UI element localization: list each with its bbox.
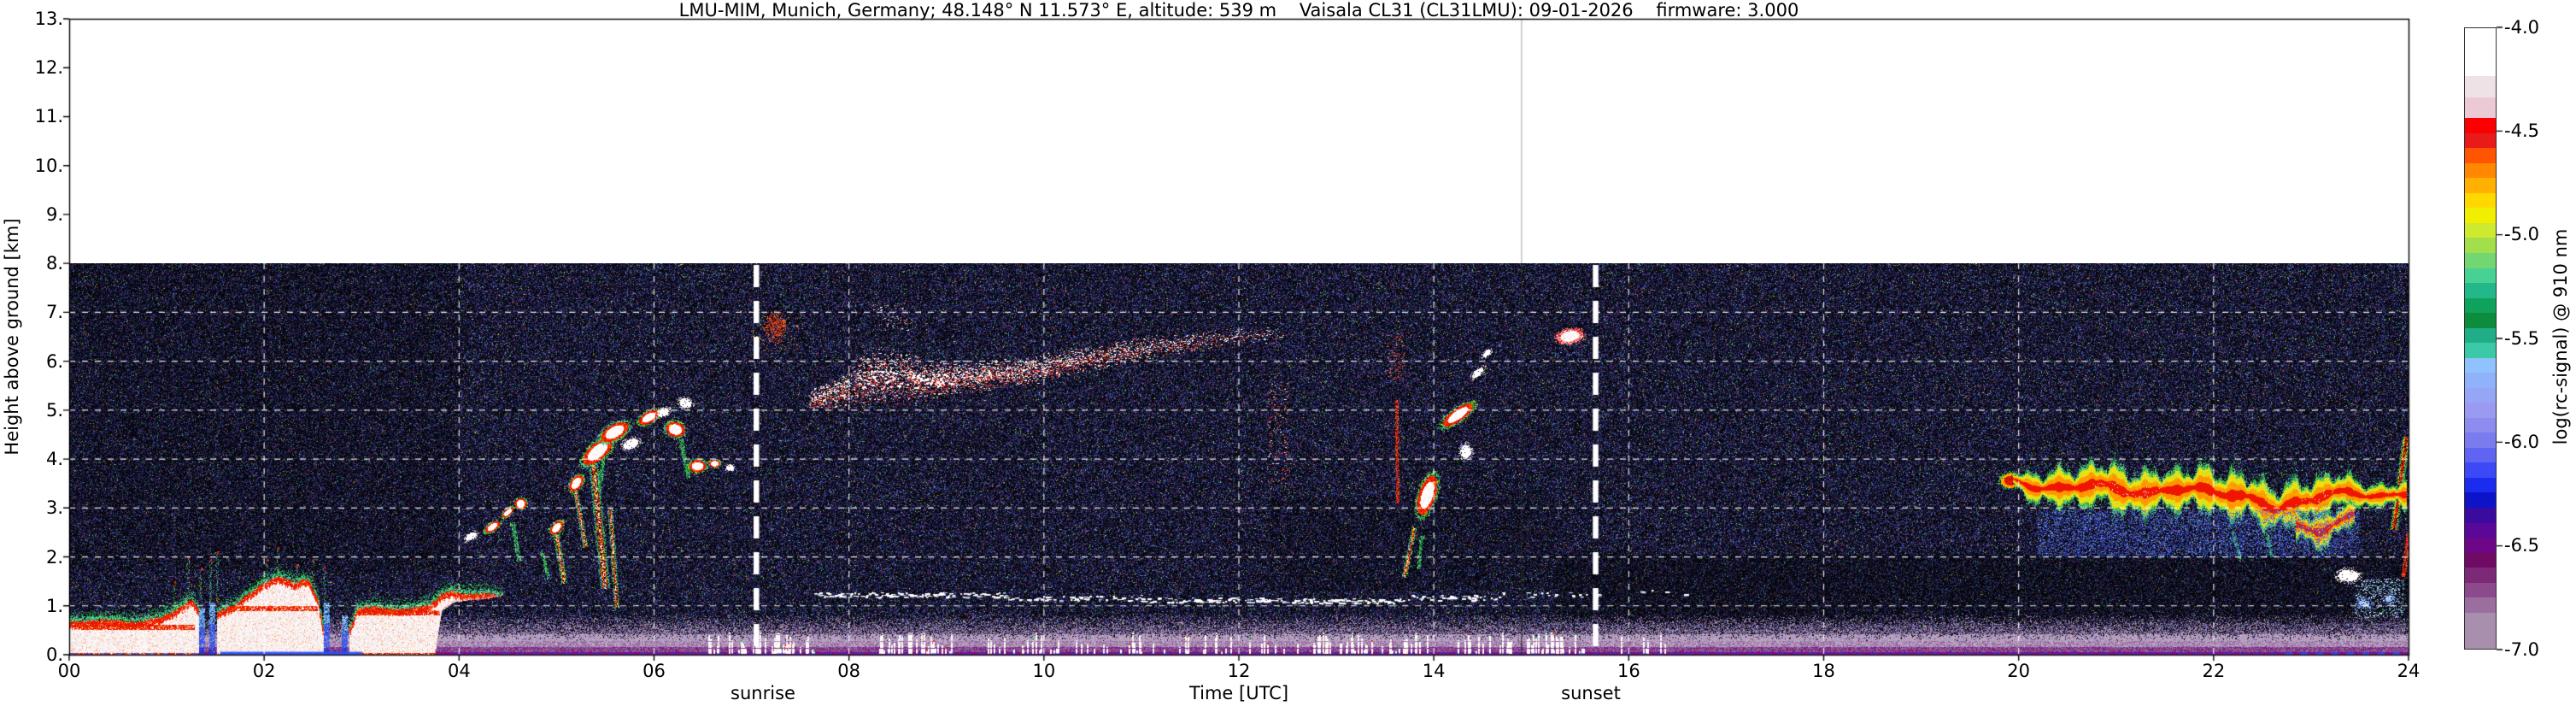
y-tick-label-12.: 12. [34,57,63,79]
x-tick-label-00: 00 [57,661,81,681]
x-tick-label-16: 16 [1617,661,1640,681]
colorbar-segment [2465,522,2496,538]
colorbar-segment [2465,373,2496,388]
colorbar-segment [2465,508,2496,523]
colorbar-segment [2465,432,2496,448]
colorbar-segment [2465,283,2496,298]
colorbar-segment [2465,538,2496,553]
colorbar-segment [2465,118,2496,133]
y-tick-label-5.: 5. [45,399,63,421]
sunrise-annotation: sunrise [731,683,795,703]
y-tick-label-1.: 1. [45,595,63,616]
colorbar-tick-label--7.0: -7.0 [2504,638,2539,660]
colorbar-segment [2465,403,2496,418]
colorbar-segment [2465,313,2496,328]
x-tick-label-10: 10 [1032,661,1056,681]
x-tick-label-24: 24 [2397,661,2421,681]
y-tick-label-2.: 2. [45,546,63,568]
colorbar-segment [2465,28,2496,77]
colorbar-tick-label--5.5: -5.5 [2504,327,2539,349]
x-tick-label-04: 04 [447,661,471,681]
colorbar-segment [2465,327,2496,344]
x-tick-label-12: 12 [1227,661,1251,681]
x-tick-label-02: 02 [252,661,276,681]
colorbar-tick-label--6.0: -6.0 [2504,431,2539,452]
y-tick-label-8.: 8. [45,253,63,274]
colorbar-segment [2465,462,2496,478]
y-tick-label-10.: 10. [34,155,63,176]
colorbar-segment [2465,132,2496,149]
colorbar-label: log(rc-signal) @ 910 nm [2550,228,2571,445]
colorbar-segment [2465,597,2496,613]
y-tick-label-13.: 13. [34,9,63,29]
y-tick-label-6.: 6. [45,350,63,372]
colorbar-segment [2465,208,2496,223]
x-tick-label-22: 22 [2202,661,2226,681]
colorbar-segment [2465,148,2496,163]
colorbar-segment [2465,552,2496,568]
y-tick-label-7.: 7. [45,302,63,323]
y-tick-label-4.: 4. [45,449,63,470]
colorbar-segment [2465,222,2496,238]
colorbar-segment [2465,76,2496,97]
colorbar-segment [2465,97,2496,119]
colorbar-segment [2465,582,2496,598]
colorbar-segment [2465,162,2496,179]
colorbar-tick-label--4.5: -4.5 [2504,120,2539,141]
y-tick-label-9.: 9. [45,203,63,225]
colorbar-tick-label--4.0: -4.0 [2504,16,2539,38]
colorbar-segment [2465,417,2496,433]
y-tick-label-3.: 3. [45,497,63,519]
x-axis-label: Time [UTC] [1188,683,1289,703]
y-tick-label-0.: 0. [45,644,63,665]
colorbar-segment [2465,268,2496,284]
colorbar-tick-label--5.0: -5.0 [2504,224,2539,245]
colorbar-segment [2465,238,2496,253]
x-tick-label-18: 18 [1812,661,1835,681]
colorbar-segment [2465,343,2496,358]
x-tick-label-20: 20 [2007,661,2031,681]
y-tick-label-11.: 11. [34,106,63,127]
colorbar-segment [2465,568,2496,583]
colorbar-segment [2465,192,2496,209]
colorbar-segment [2465,477,2496,493]
colorbar-segment [2465,252,2496,268]
colorbar-segment [2465,492,2496,509]
colorbar-segment [2465,612,2496,649]
colorbar-segment [2465,387,2496,403]
x-tick-label-06: 06 [643,661,666,681]
colorbar [2464,27,2497,650]
colorbar-segment [2465,447,2496,463]
x-tick-label-08: 08 [837,661,861,681]
colorbar-segment [2465,178,2496,193]
colorbar-tick-label--6.5: -6.5 [2504,535,2539,556]
sunset-annotation: sunset [1561,683,1621,703]
x-tick-label-14: 14 [1422,661,1446,681]
colorbar-segment [2465,297,2496,314]
colorbar-segment [2465,357,2496,374]
